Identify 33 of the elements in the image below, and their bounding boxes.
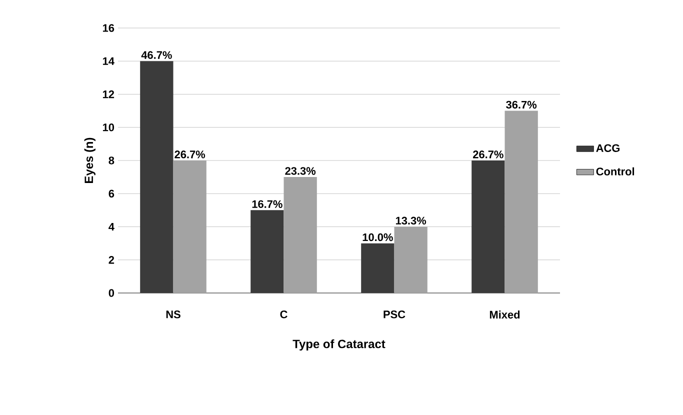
bar: [140, 61, 174, 293]
x-tick-label: NS: [166, 310, 180, 318]
annotation: 36.7%: [506, 100, 537, 109]
bar: [284, 177, 317, 293]
y-tick-label: 10: [102, 124, 114, 132]
y-tick-label: 6: [108, 190, 114, 198]
annotation: 16.7%: [252, 200, 282, 208]
legend-label: ACG: [596, 144, 620, 152]
bar: [472, 160, 505, 293]
y-tick-label: 16: [102, 24, 114, 32]
annotation: 13.3%: [396, 216, 426, 225]
y-tick-label: 14: [102, 57, 114, 65]
x-axis-title: Type of Cataract: [292, 339, 386, 351]
annotation: 46.7%: [141, 51, 172, 59]
x-tick-label: Mixed: [490, 310, 520, 319]
y-tick-label: 8: [108, 156, 114, 164]
x-tick-label: PSC: [384, 310, 406, 318]
y-tick-label: 12: [102, 90, 114, 98]
bar: [504, 110, 538, 293]
bar: [250, 210, 284, 293]
bar: [361, 243, 394, 293]
y-tick-label: 0: [108, 289, 114, 297]
y-tick-label: 4: [108, 222, 114, 231]
annotation: 10.0%: [362, 233, 393, 242]
y-axis-title: Eyes (n): [84, 138, 96, 183]
annotation: 26.7%: [174, 150, 206, 158]
y-tick-label: 2: [108, 256, 114, 264]
annotation: 23.3%: [285, 167, 316, 175]
x-tick-label: C: [280, 310, 288, 318]
legend-label: Control: [596, 167, 634, 176]
bar: [394, 226, 428, 293]
annotation: 26.7%: [473, 150, 504, 158]
bar: [173, 160, 206, 293]
